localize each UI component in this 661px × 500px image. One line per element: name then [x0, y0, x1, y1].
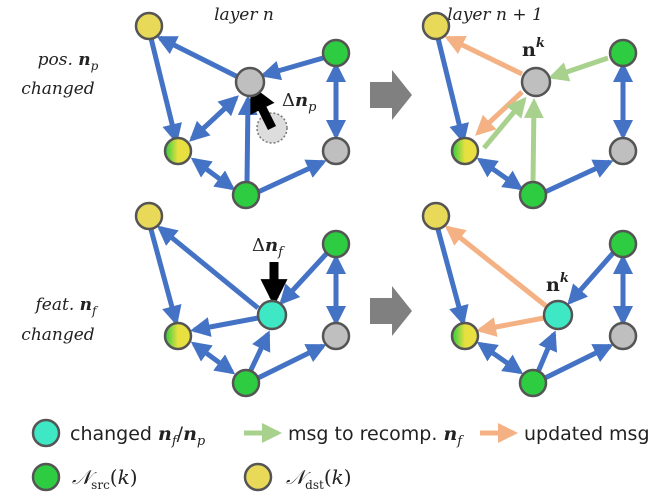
panel-top-right-nodes	[421, 11, 638, 210]
transition-arrow-top	[370, 70, 412, 120]
node-gray	[321, 136, 351, 166]
row-label-pos-line1: pos. np	[38, 50, 99, 73]
panel-bottom-left	[146, 221, 346, 381]
node-mixed	[163, 136, 193, 166]
node-k	[234, 66, 266, 98]
panel-bottom-right-nodes	[421, 201, 638, 398]
legend-changed-swatch	[31, 418, 61, 448]
delta-p-label: Δnp	[282, 90, 317, 115]
row-label-pos-line2: changed	[21, 79, 94, 99]
legend-dst-swatch	[243, 462, 273, 492]
transition-arrow-bottom	[370, 286, 412, 336]
header-layer-n: layer n	[214, 5, 274, 25]
delta-f-label: Δnf	[252, 235, 285, 260]
row-label-feat-line1: feat. nf	[34, 295, 100, 318]
legend-src-swatch	[31, 462, 61, 492]
legend-updated-label: updated msg	[524, 423, 650, 445]
row-label-feat-line2: changed	[21, 325, 94, 345]
node-src-2	[231, 180, 261, 210]
legend-recomp-label: msg to recomp. nf	[288, 423, 464, 449]
header-layer-n-plus-1: layer n + 1	[447, 5, 543, 25]
panel-bottom-left-nodes	[134, 201, 351, 398]
panel-top-left-nodes	[134, 11, 351, 210]
node-k-changed	[256, 299, 288, 331]
node-dst-1	[134, 11, 164, 41]
legend-src-label: 𝒩src(k)	[72, 465, 138, 492]
legend-dst-label: 𝒩dst(k)	[286, 465, 352, 492]
node-k-label-bottom: nk	[546, 271, 569, 296]
panel-bottom-right	[433, 221, 633, 381]
panel-top-right	[433, 29, 633, 195]
node-src	[321, 38, 351, 68]
panel-top-left	[146, 29, 346, 195]
legend-changed-label: changed nf/np	[70, 423, 206, 449]
legend: changed nf/np msg to recomp. nf updated …	[31, 418, 650, 492]
node-k-label-top: nk	[522, 36, 545, 61]
